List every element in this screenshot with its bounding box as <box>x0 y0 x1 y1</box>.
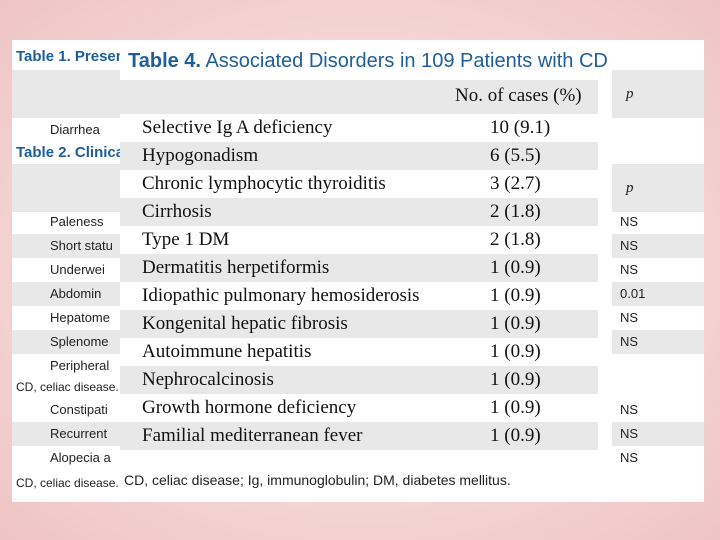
table-row: Type 1 DM 2 (1.8) <box>120 226 598 254</box>
disorder-name: Chronic lymphocytic thyroiditis <box>142 173 386 194</box>
table-row: Autoimmune hepatitis 1 (0.9) <box>120 338 598 366</box>
disorder-name: Hypogonadism <box>142 145 259 166</box>
case-count: 1 (0.9) <box>490 313 541 334</box>
slide: Table 1. Presen p Diarrhea Table 2. Clin… <box>12 40 704 502</box>
table1-row: Diarrhea <box>12 118 704 142</box>
case-count: 1 (0.9) <box>490 369 541 390</box>
table2-row-label: Short statu <box>50 238 113 253</box>
table4-panel: Table 4. Associated Disorders in 109 Pat… <box>120 44 612 492</box>
table-row: Idiopathic pulmonary hemosiderosis 1 (0.… <box>120 282 598 310</box>
case-count: 6 (5.5) <box>490 145 541 166</box>
table2-row-label: Paleness <box>50 214 104 229</box>
table-row: Nephrocalcinosis 1 (0.9) <box>120 366 598 394</box>
disorder-name: Autoimmune hepatitis <box>142 341 312 362</box>
case-count: 2 (1.8) <box>490 229 541 250</box>
table2-row-p: NS <box>620 450 639 465</box>
table2-row-label: Hepatome <box>50 310 110 325</box>
disorder-name: Growth hormone deficiency <box>142 397 357 418</box>
table2-footnote: CD, celiac disease. <box>16 380 119 394</box>
case-count: 2 (1.8) <box>490 201 541 222</box>
table1-title: Table 1. Presen <box>16 48 125 65</box>
table4-footnote: CD, celiac disease; Ig, immunoglobulin; … <box>124 472 511 488</box>
table4-header-row: No. of cases (%) <box>120 80 598 114</box>
table2-row: Alopecia a NS <box>12 446 704 470</box>
disorder-name: Familial mediterranean fever <box>142 425 363 446</box>
disorder-name: Cirrhosis <box>142 201 212 222</box>
table2-row-label: Recurrent <box>50 426 108 441</box>
table-row: Dermatitis herpetiformis 1 (0.9) <box>120 254 598 282</box>
case-count: 1 (0.9) <box>490 425 541 446</box>
table-row: Growth hormone deficiency 1 (0.9) <box>120 394 598 422</box>
table2-row-p: NS <box>620 310 639 325</box>
table2-row-p: NS <box>620 334 639 349</box>
table2-row-p: NS <box>620 214 639 229</box>
table4-title-number: Table 4. <box>128 50 201 72</box>
table2-footnote: CD, celiac disease. <box>16 476 119 490</box>
table-row: Cirrhosis 2 (1.8) <box>120 198 598 226</box>
table2-row-p: NS <box>620 262 639 277</box>
table2-row-p: NS <box>620 402 639 417</box>
table2-row: Peripheral <box>12 354 704 378</box>
disorder-name: Idiopathic pulmonary hemosiderosis <box>142 285 420 306</box>
table2-row: Underwei NS <box>12 258 704 282</box>
table2-row-label: Peripheral <box>50 358 110 373</box>
table2-row-label: Abdomin <box>50 286 102 301</box>
case-count: 1 (0.9) <box>490 341 541 362</box>
case-count: 1 (0.9) <box>490 257 541 278</box>
table2-row-label: Splenome <box>50 334 109 349</box>
table2-row-label: Underwei <box>50 262 105 277</box>
table2-row-label: Alopecia a <box>50 450 111 465</box>
disorder-name: Selective Ig A deficiency <box>142 117 333 138</box>
case-count: 1 (0.9) <box>490 285 541 306</box>
table-row: Chronic lymphocytic thyroiditis 3 (2.7) <box>120 170 598 198</box>
table2-row: Constipati NS <box>12 398 704 422</box>
table2-row-label: Constipati <box>50 402 108 417</box>
table-row: Selective Ig A deficiency 10 (9.1) <box>120 114 598 142</box>
table2-title: Table 2. Clinical <box>16 144 129 161</box>
table2-row-p: NS <box>620 238 639 253</box>
case-count: 10 (9.1) <box>490 117 551 138</box>
table-row: Kongenital hepatic fibrosis 1 (0.9) <box>120 310 598 338</box>
disorder-name: Type 1 DM <box>142 229 230 250</box>
table2-row-p: 0.01 <box>620 286 646 301</box>
table4-title: Table 4. Associated Disorders in 109 Pat… <box>128 50 608 73</box>
case-count: 3 (2.7) <box>490 173 541 194</box>
table4-column-header: No. of cases (%) <box>455 85 582 106</box>
case-count: 1 (0.9) <box>490 397 541 418</box>
disorder-name: Dermatitis herpetiformis <box>142 257 330 278</box>
disorder-name: Nephrocalcinosis <box>142 369 274 390</box>
table-row: Familial mediterranean fever 1 (0.9) <box>120 422 598 450</box>
table2-row-p: NS <box>620 426 639 441</box>
table1-row-label: Diarrhea <box>50 122 100 137</box>
table2-p-header: p <box>626 180 634 196</box>
table-row: Hypogonadism 6 (5.5) <box>120 142 598 170</box>
disorder-name: Kongenital hepatic fibrosis <box>142 313 348 334</box>
table4-title-text: Associated Disorders in 109 Patients wit… <box>201 50 608 72</box>
table2-row: Hepatome NS <box>12 306 704 330</box>
table2-row: Paleness NS <box>12 210 704 234</box>
table1-p-header: p <box>626 86 634 102</box>
